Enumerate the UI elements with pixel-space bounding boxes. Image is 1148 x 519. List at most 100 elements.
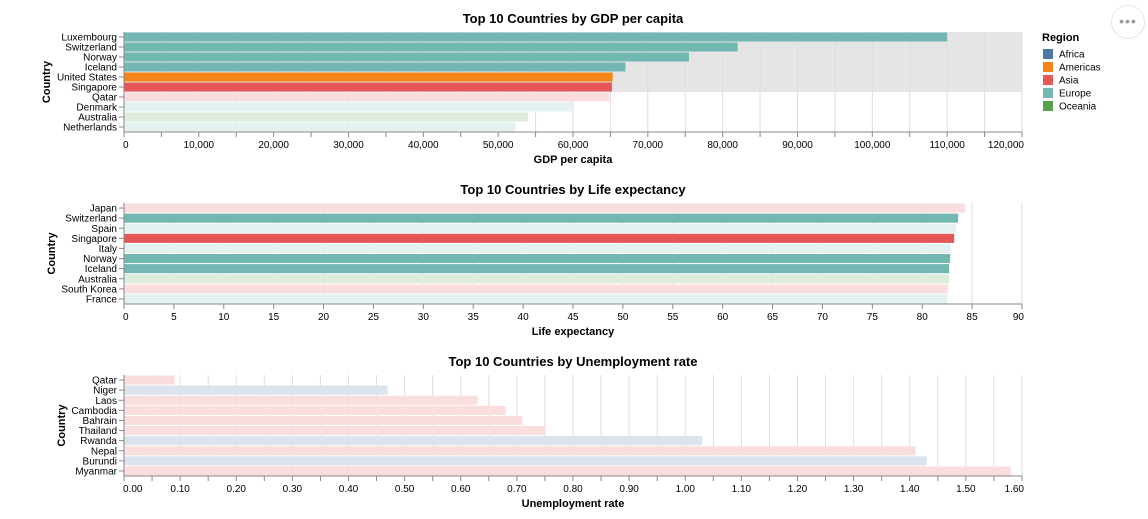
y-tick-label: Switzerland bbox=[65, 214, 117, 225]
x-tick-label: 1.40 bbox=[900, 484, 920, 495]
y-tick-label: Singapore bbox=[71, 234, 117, 245]
y-tick-label: Qatar bbox=[92, 93, 118, 104]
bar-south-korea bbox=[124, 284, 949, 294]
y-tick-label: Switzerland bbox=[65, 43, 117, 54]
bar-singapore bbox=[124, 233, 955, 243]
x-tick-label: 1.10 bbox=[732, 484, 752, 495]
y-tick-label: Thailand bbox=[79, 426, 117, 437]
bar-switzerland bbox=[124, 42, 738, 52]
y-tick-label: Italy bbox=[99, 244, 117, 255]
x-tick-label: 30 bbox=[418, 312, 430, 323]
x-tick-label: 0.50 bbox=[395, 484, 415, 495]
x-tick-label: 30,000 bbox=[333, 140, 364, 151]
x-tick-label: 80,000 bbox=[707, 140, 738, 151]
x-tick-label: 1.20 bbox=[788, 484, 808, 495]
legend-label-asia: Asia bbox=[1059, 76, 1079, 87]
bar-iceland bbox=[124, 264, 950, 274]
legend-swatch-americas bbox=[1043, 62, 1053, 72]
y-tick-label: Netherlands bbox=[63, 123, 117, 134]
y-tick-label: France bbox=[86, 294, 118, 305]
x-tick-label: 1.60 bbox=[1005, 484, 1025, 495]
y-axis-title: Country bbox=[56, 404, 68, 447]
y-tick-label: Rwanda bbox=[80, 436, 117, 447]
x-tick-label: 110,000 bbox=[929, 140, 965, 151]
y-tick-label: Iceland bbox=[85, 264, 117, 275]
x-tick-label: 60 bbox=[717, 312, 729, 323]
y-tick-label: Australia bbox=[78, 274, 117, 285]
bar-norway bbox=[124, 52, 689, 62]
bar-japan bbox=[124, 203, 966, 213]
bar-france bbox=[124, 294, 948, 304]
bar-niger bbox=[124, 385, 388, 395]
legend-label-oceania: Oceania bbox=[1059, 102, 1097, 113]
x-tick-label: 25 bbox=[368, 312, 380, 323]
chart-title: Top 10 Countries by Unemployment rate bbox=[449, 354, 698, 369]
chart-1: LuxembourgSwitzerlandNorwayIcelandUnited… bbox=[41, 11, 1024, 166]
legend-title: Region bbox=[1042, 32, 1080, 44]
legend: Region Africa Americas Asia Europe Oceania bbox=[1042, 32, 1101, 113]
y-tick-label: South Korea bbox=[61, 284, 117, 295]
bar-spain bbox=[124, 223, 957, 233]
legend-swatch-africa bbox=[1043, 49, 1053, 59]
x-tick-label: 0.90 bbox=[619, 484, 639, 495]
x-tick-label: 120,000 bbox=[988, 140, 1025, 151]
y-axis-title: Country bbox=[46, 232, 58, 275]
x-tick-label: 10 bbox=[218, 312, 230, 323]
x-tick-label: 50,000 bbox=[483, 140, 514, 151]
x-tick-label: 1.30 bbox=[844, 484, 864, 495]
bar-singapore bbox=[124, 82, 612, 92]
bar-burundi bbox=[124, 456, 927, 466]
bar-nepal bbox=[124, 446, 916, 456]
y-tick-label: Australia bbox=[78, 113, 117, 124]
y-tick-label: Myanmar bbox=[75, 466, 117, 477]
bar-united-states bbox=[124, 72, 613, 82]
x-tick-label: 80 bbox=[917, 312, 929, 323]
ellipsis-icon[interactable]: ••• bbox=[1112, 6, 1144, 38]
x-tick-label: 70,000 bbox=[633, 140, 664, 151]
x-tick-label: 1.00 bbox=[676, 484, 696, 495]
x-tick-label: 85 bbox=[967, 312, 979, 323]
y-tick-label: United States bbox=[57, 73, 117, 84]
bar-qatar bbox=[124, 92, 610, 102]
x-tick-label: 5 bbox=[171, 312, 177, 323]
x-axis-title: GDP per capita bbox=[534, 154, 614, 166]
x-tick-label: 15 bbox=[268, 312, 280, 323]
bar-denmark bbox=[124, 102, 573, 112]
bar-australia bbox=[124, 274, 950, 284]
y-tick-label: Bahrain bbox=[83, 416, 117, 427]
x-tick-label: 40,000 bbox=[408, 140, 439, 151]
x-tick-label: 20 bbox=[318, 312, 330, 323]
y-tick-label: Burundi bbox=[83, 456, 117, 467]
y-tick-label: Denmark bbox=[76, 103, 118, 114]
x-tick-label: 50 bbox=[617, 312, 629, 323]
bar-switzerland bbox=[124, 213, 959, 223]
chart-3: QatarNigerLaosCambodiaBahrainThailandRwa… bbox=[56, 354, 1024, 510]
y-tick-label: Luxembourg bbox=[61, 33, 117, 44]
x-tick-label: 0.40 bbox=[339, 484, 359, 495]
legend-label-africa: Africa bbox=[1059, 50, 1085, 61]
x-tick-label: 1.50 bbox=[956, 484, 976, 495]
x-tick-label: 55 bbox=[667, 312, 679, 323]
x-tick-label: 20,000 bbox=[258, 140, 289, 151]
bar-thailand bbox=[124, 426, 545, 436]
y-tick-label: Niger bbox=[93, 386, 118, 397]
bar-laos bbox=[124, 395, 478, 405]
bar-bahrain bbox=[124, 415, 523, 425]
y-tick-label: Qatar bbox=[92, 376, 118, 387]
bar-cambodia bbox=[124, 405, 506, 415]
x-tick-label: 10,000 bbox=[184, 140, 215, 151]
chart-title: Top 10 Countries by Life expectancy bbox=[460, 182, 686, 197]
chart-title: Top 10 Countries by GDP per capita bbox=[463, 11, 684, 26]
legend-swatch-oceania bbox=[1043, 101, 1053, 111]
bar-rwanda bbox=[124, 436, 703, 446]
legend-label-americas: Americas bbox=[1059, 63, 1101, 74]
x-tick-label: 0.60 bbox=[451, 484, 471, 495]
y-axis-title: Country bbox=[41, 60, 53, 103]
x-tick-label: 0 bbox=[123, 140, 129, 151]
x-tick-label: 0.30 bbox=[283, 484, 303, 495]
y-tick-label: Cambodia bbox=[71, 406, 117, 417]
x-tick-label: 45 bbox=[567, 312, 579, 323]
bar-australia bbox=[124, 112, 529, 122]
x-tick-label: 75 bbox=[867, 312, 879, 323]
y-tick-label: Laos bbox=[95, 396, 117, 407]
